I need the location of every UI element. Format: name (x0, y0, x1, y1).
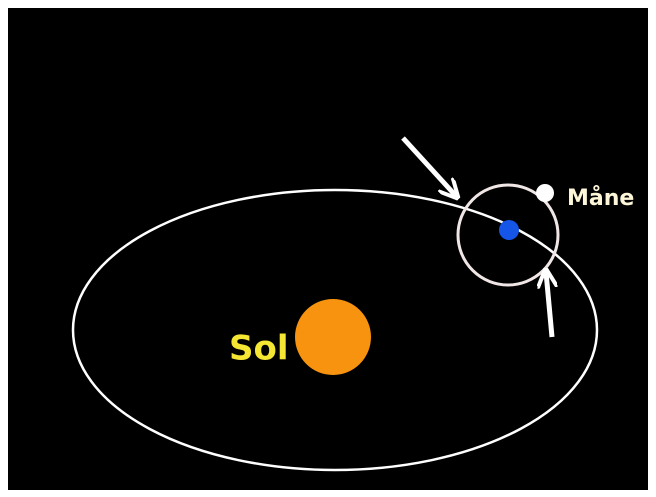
moon-label: Måne (567, 185, 634, 211)
diagram: Sol Måne (0, 0, 656, 497)
background (8, 8, 648, 490)
moon (536, 184, 554, 202)
earth (499, 220, 519, 240)
page: {"labels": {"sun": "Sol", "moon": "Måne"… (0, 0, 656, 497)
sun (295, 299, 371, 375)
sun-label: Sol (229, 329, 289, 369)
